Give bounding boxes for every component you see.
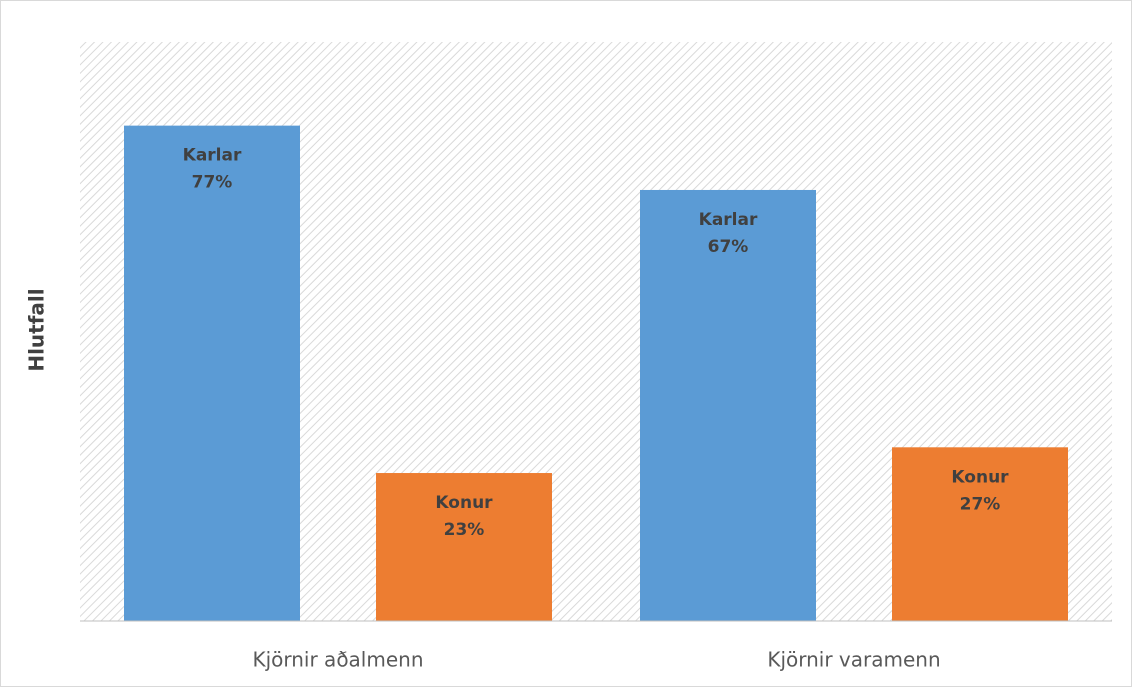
bar xyxy=(376,473,552,621)
data-label-name: Karlar xyxy=(183,146,242,166)
x-tick-label: Kjörnir aðalmenn xyxy=(252,648,423,672)
data-label: 23% xyxy=(444,520,485,540)
data-label-name: Konur xyxy=(951,467,1009,487)
data-label: 77% xyxy=(192,173,233,193)
data-label: 67% xyxy=(708,237,749,257)
bar xyxy=(640,189,816,621)
data-label-name: Karlar xyxy=(699,210,758,230)
bar xyxy=(124,125,300,621)
x-tick-label: Kjörnir varamenn xyxy=(767,648,940,672)
bar xyxy=(892,447,1068,621)
data-label-name: Konur xyxy=(435,493,493,513)
data-label: 27% xyxy=(960,494,1001,514)
y-axis-title: Hlutfall xyxy=(25,288,49,371)
